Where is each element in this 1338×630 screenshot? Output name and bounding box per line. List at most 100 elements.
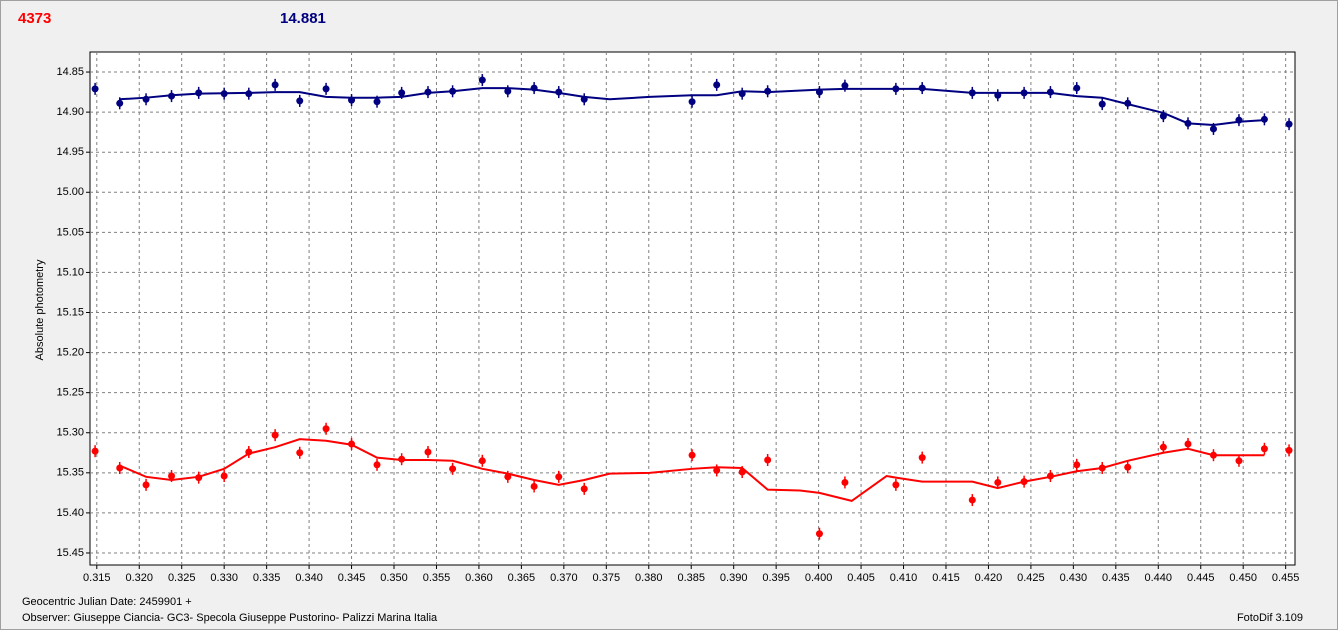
point: [398, 89, 406, 97]
point: [271, 81, 279, 89]
point: [1285, 120, 1293, 128]
point: [1184, 440, 1192, 448]
point: [1073, 461, 1081, 469]
x-tick-label: 0.390: [720, 572, 748, 584]
x-tick-label: 0.385: [677, 572, 705, 584]
y-tick-label: 14.85: [56, 66, 84, 78]
point: [271, 431, 279, 439]
point: [713, 466, 721, 474]
point: [424, 448, 432, 456]
point: [142, 481, 150, 489]
point: [713, 81, 721, 89]
x-tick-label: 0.355: [423, 572, 451, 584]
point: [478, 457, 486, 465]
point: [1073, 84, 1081, 92]
x-tick-label: 0.320: [125, 572, 153, 584]
point: [449, 465, 457, 473]
point: [373, 98, 381, 106]
point: [1209, 125, 1217, 133]
y-tick-label: 15.30: [56, 427, 84, 439]
x-tick-label: 0.375: [593, 572, 621, 584]
x-tick-label: 0.315: [83, 572, 111, 584]
observer-note: Observer: Giuseppe Ciancia- GC3- Specola…: [22, 612, 438, 624]
point: [918, 454, 926, 462]
point: [688, 98, 696, 106]
chart-title: 4373: [18, 10, 51, 27]
x-tick-label: 0.360: [465, 572, 493, 584]
point: [116, 99, 124, 107]
point: [1260, 445, 1268, 453]
x-tick-label: 0.400: [805, 572, 833, 584]
y-tick-label: 14.95: [56, 146, 84, 158]
x-tick-label: 0.335: [253, 572, 281, 584]
x-tick-label: 0.420: [975, 572, 1003, 584]
point: [1098, 100, 1106, 108]
x-tick-label: 0.450: [1229, 572, 1257, 584]
x-tick-label: 0.430: [1060, 572, 1088, 584]
x-tick-label: 0.410: [890, 572, 918, 584]
point: [168, 472, 176, 480]
fit-line: [119, 438, 1265, 502]
y-tick-label: 15.25: [56, 387, 84, 399]
point: [815, 530, 823, 538]
x-tick-label: 0.455: [1272, 572, 1300, 584]
point: [841, 478, 849, 486]
point: [994, 478, 1002, 486]
point: [580, 485, 588, 493]
x-tick-label: 0.405: [847, 572, 875, 584]
plot-area: [89, 51, 1296, 566]
y-tick-label: 15.40: [56, 507, 84, 519]
point: [91, 85, 99, 93]
y-tick-label: 15.05: [56, 226, 84, 238]
x-axis-label: Geocentric Julian Date: 2459901 +: [22, 596, 192, 608]
x-tick-label: 0.380: [635, 572, 663, 584]
point: [296, 449, 304, 457]
y-tick-label: 15.00: [56, 186, 84, 198]
point: [688, 451, 696, 459]
point: [1124, 463, 1132, 471]
y-tick-label: 15.35: [56, 467, 84, 479]
point: [1285, 446, 1293, 454]
point: [1159, 443, 1167, 451]
x-tick-label: 0.325: [168, 572, 196, 584]
point: [892, 481, 900, 489]
x-tick-label: 0.425: [1017, 572, 1045, 584]
point: [555, 473, 563, 481]
chart-subtitle: 14.881: [280, 10, 326, 27]
y-tick-label: 15.45: [56, 547, 84, 559]
x-tick-label: 0.350: [380, 572, 408, 584]
x-tick-label: 0.415: [932, 572, 960, 584]
point: [841, 82, 849, 90]
point: [116, 464, 124, 472]
fit-line: [119, 87, 1265, 126]
point: [1235, 457, 1243, 465]
x-tick-label: 0.365: [508, 572, 536, 584]
point: [220, 472, 228, 480]
y-tick-label: 15.10: [56, 266, 84, 278]
x-tick-label: 0.370: [550, 572, 578, 584]
point: [296, 97, 304, 105]
point: [504, 87, 512, 95]
x-tick-label: 0.395: [762, 572, 790, 584]
x-tick-label: 0.440: [1145, 572, 1173, 584]
point: [530, 482, 538, 490]
point: [504, 473, 512, 481]
point: [373, 461, 381, 469]
point: [764, 456, 772, 464]
point: [91, 447, 99, 455]
x-tick-label: 0.330: [210, 572, 238, 584]
x-tick-label: 0.345: [338, 572, 366, 584]
point: [322, 425, 330, 433]
y-axis-label: Absolute photometry: [34, 259, 46, 360]
point: [322, 85, 330, 93]
x-tick-label: 0.340: [295, 572, 323, 584]
x-tick-label: 0.435: [1102, 572, 1130, 584]
point: [968, 496, 976, 504]
y-tick-label: 14.90: [56, 106, 84, 118]
point: [478, 76, 486, 84]
credit: FotoDif 3.109: [1237, 612, 1303, 624]
x-tick-label: 0.445: [1187, 572, 1215, 584]
y-tick-label: 15.15: [56, 306, 84, 318]
